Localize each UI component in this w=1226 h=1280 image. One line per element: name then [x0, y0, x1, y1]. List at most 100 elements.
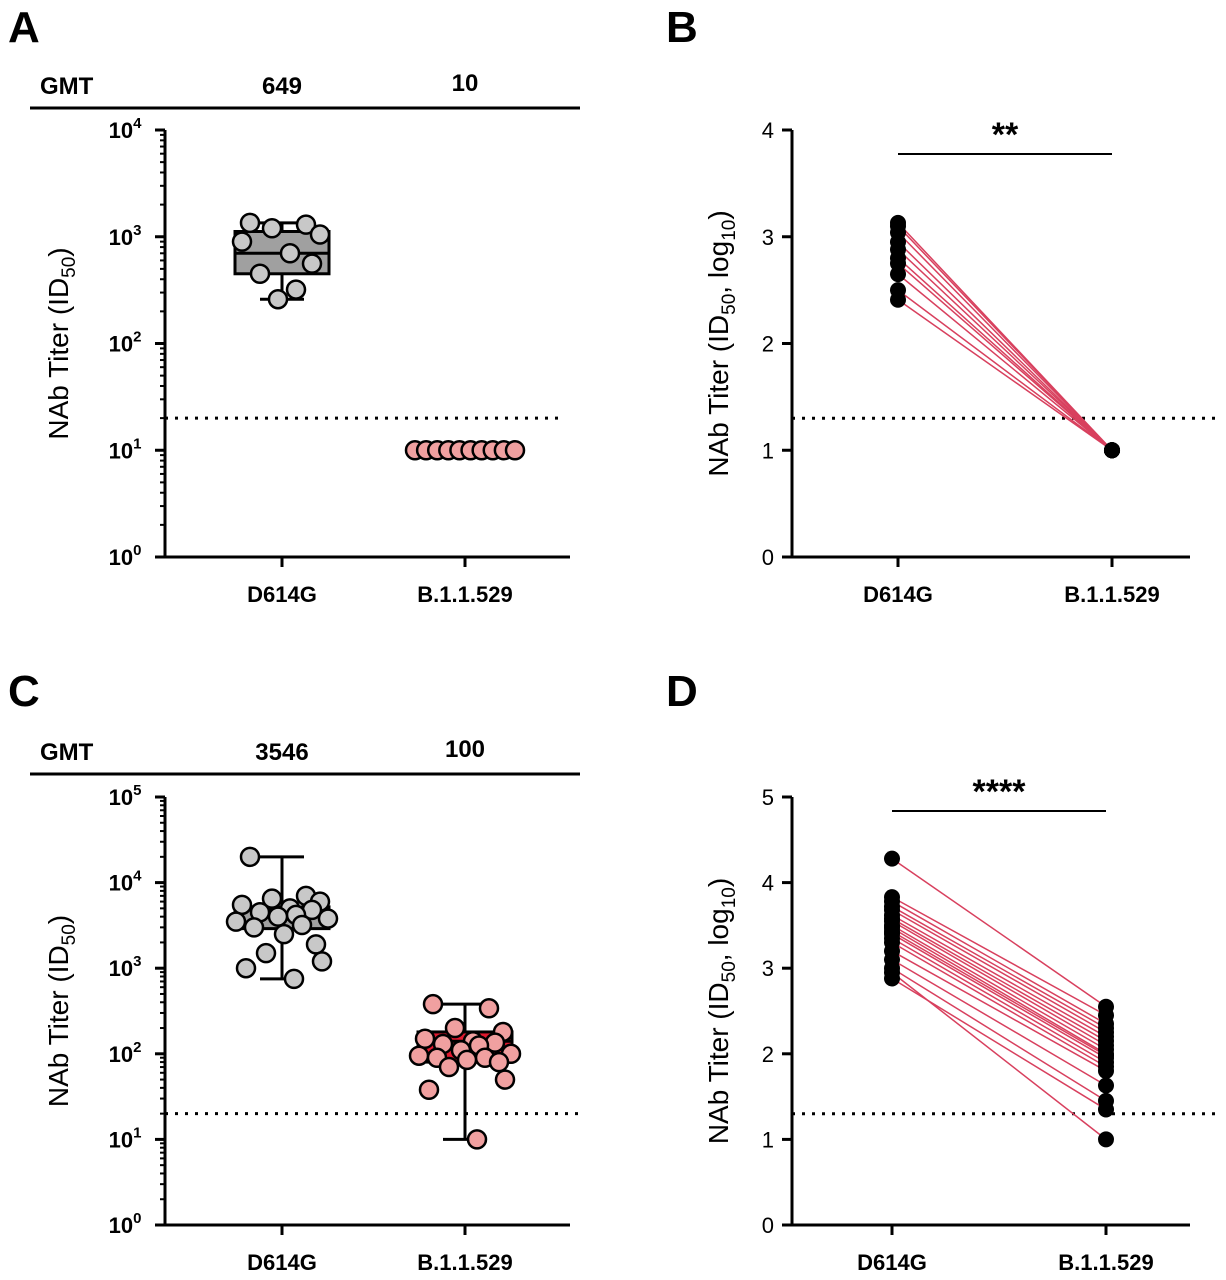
y-axis-title: NAb Titer (ID50, log10) [703, 878, 740, 1144]
pair-line [891, 941, 1107, 1068]
pair-line [897, 241, 1113, 451]
y-title-end: ) [703, 878, 734, 887]
y-tick-label: 103 [109, 222, 142, 250]
pair-line [891, 958, 1107, 1087]
y-tick-label: 1 [762, 438, 774, 463]
pair-line [897, 273, 1113, 451]
pair-line [891, 905, 1107, 1029]
gmt-value: 649 [262, 73, 302, 100]
y-title-main: NAb Titer (ID [703, 982, 734, 1144]
y-tick-label: 2 [762, 332, 774, 357]
y-tick-label: 101 [109, 435, 142, 463]
y-tick-label: 104 [109, 868, 142, 896]
data-point [1098, 1062, 1114, 1079]
data-point [273, 923, 295, 945]
y-tick-base: 10 [109, 1213, 133, 1238]
y-title-sub2: 10 [719, 220, 740, 241]
data-point [225, 911, 247, 932]
pair-line [891, 858, 1107, 1008]
y-tick-label: 101 [109, 1124, 142, 1152]
y-tick-exp: 4 [133, 868, 142, 885]
data-point [884, 850, 900, 867]
data-point [418, 1079, 440, 1101]
x-tick-label: D614G [863, 582, 933, 607]
x-tick-label: B.1.1.529 [417, 1250, 512, 1275]
y-tick-base: 10 [109, 118, 133, 143]
panel-letter: D [666, 667, 698, 716]
data-point [478, 998, 500, 1019]
y-tick-base: 10 [109, 225, 133, 250]
data-point [291, 914, 313, 936]
pair-line [891, 930, 1107, 1057]
significance-label: ** [992, 116, 1019, 154]
pair-line [897, 299, 1113, 451]
data-point [466, 1129, 488, 1150]
data-point [279, 243, 301, 264]
pair-line [891, 920, 1107, 1046]
gmt-value: 100 [445, 736, 485, 763]
x-tick-label: B.1.1.529 [1064, 582, 1159, 607]
data-point [456, 1049, 478, 1071]
panel-b: B 0 1 2 3 4 NAb Titer (ID50, log10) D614G B.1.1.… [666, 3, 1222, 607]
y-tick-base: 10 [109, 1127, 133, 1152]
y-tick-label: 5 [762, 785, 774, 810]
data-point [408, 1045, 430, 1066]
data-point [1104, 442, 1120, 459]
y-title-end: ) [703, 210, 734, 219]
y-title-mid: , log [703, 241, 734, 294]
data-point [243, 917, 265, 938]
y-tick-label: 104 [109, 115, 142, 143]
data-point [438, 1056, 460, 1078]
panel-letter: C [8, 667, 40, 716]
y-tick-base: 10 [109, 956, 133, 981]
data-point [317, 908, 339, 929]
y-tick-exp: 4 [133, 115, 142, 132]
data-point [231, 894, 253, 916]
y-title-end: ) [43, 915, 74, 924]
data-point [311, 951, 333, 972]
y-tick-label: 100 [109, 1210, 142, 1238]
y-tick-label: 0 [762, 1213, 774, 1238]
y-tick-label: 3 [762, 956, 774, 981]
y-title-main: NAb Titer (ID [43, 278, 74, 440]
data-point [249, 263, 271, 285]
data-point [1098, 1077, 1114, 1094]
y-tick-exp: 5 [133, 782, 141, 799]
data-point [884, 964, 900, 981]
pair-line [891, 933, 1107, 1059]
y-title-end: ) [43, 247, 74, 256]
data-point [285, 279, 307, 300]
y-tick-exp: 3 [133, 953, 141, 970]
y-tick-exp: 0 [133, 542, 141, 559]
panel-letter: B [666, 3, 698, 52]
y-tick-exp: 1 [133, 435, 141, 452]
data-point [283, 968, 305, 990]
data-point [414, 1028, 436, 1049]
y-axis-title: NAb Titer (ID50, log10) [703, 210, 740, 476]
data-point [301, 253, 323, 274]
y-tick-label: 100 [109, 542, 142, 570]
y-tick-base: 10 [109, 1042, 133, 1067]
data-point [239, 212, 261, 234]
y-tick-label: 3 [762, 225, 774, 250]
pair-line [891, 967, 1107, 1102]
gmt-label: GMT [40, 73, 94, 100]
y-title-main: NAb Titer (ID [43, 945, 74, 1107]
y-tick-label: 105 [109, 782, 142, 810]
data-point [422, 993, 444, 1015]
y-title-mid: , log [703, 908, 734, 961]
pair-line [897, 231, 1113, 451]
x-tick-label: B.1.1.529 [417, 582, 512, 607]
y-tick-label: 2 [762, 1042, 774, 1067]
y-tick-label: 103 [109, 953, 142, 981]
pair-line [891, 914, 1107, 1038]
y-title-sub: 50 [59, 257, 80, 278]
x-tick-label: D614G [247, 1250, 317, 1275]
panel-d: D 0 1 2 3 4 5 NAb Titer (ID50, log10) D614G B.1.1… [666, 667, 1222, 1275]
y-tick-exp: 1 [133, 1124, 141, 1141]
y-tick-base: 10 [109, 785, 133, 810]
y-tick-base: 10 [109, 332, 133, 357]
y-tick-label: 1 [762, 1127, 774, 1152]
pair-line [891, 937, 1107, 1064]
